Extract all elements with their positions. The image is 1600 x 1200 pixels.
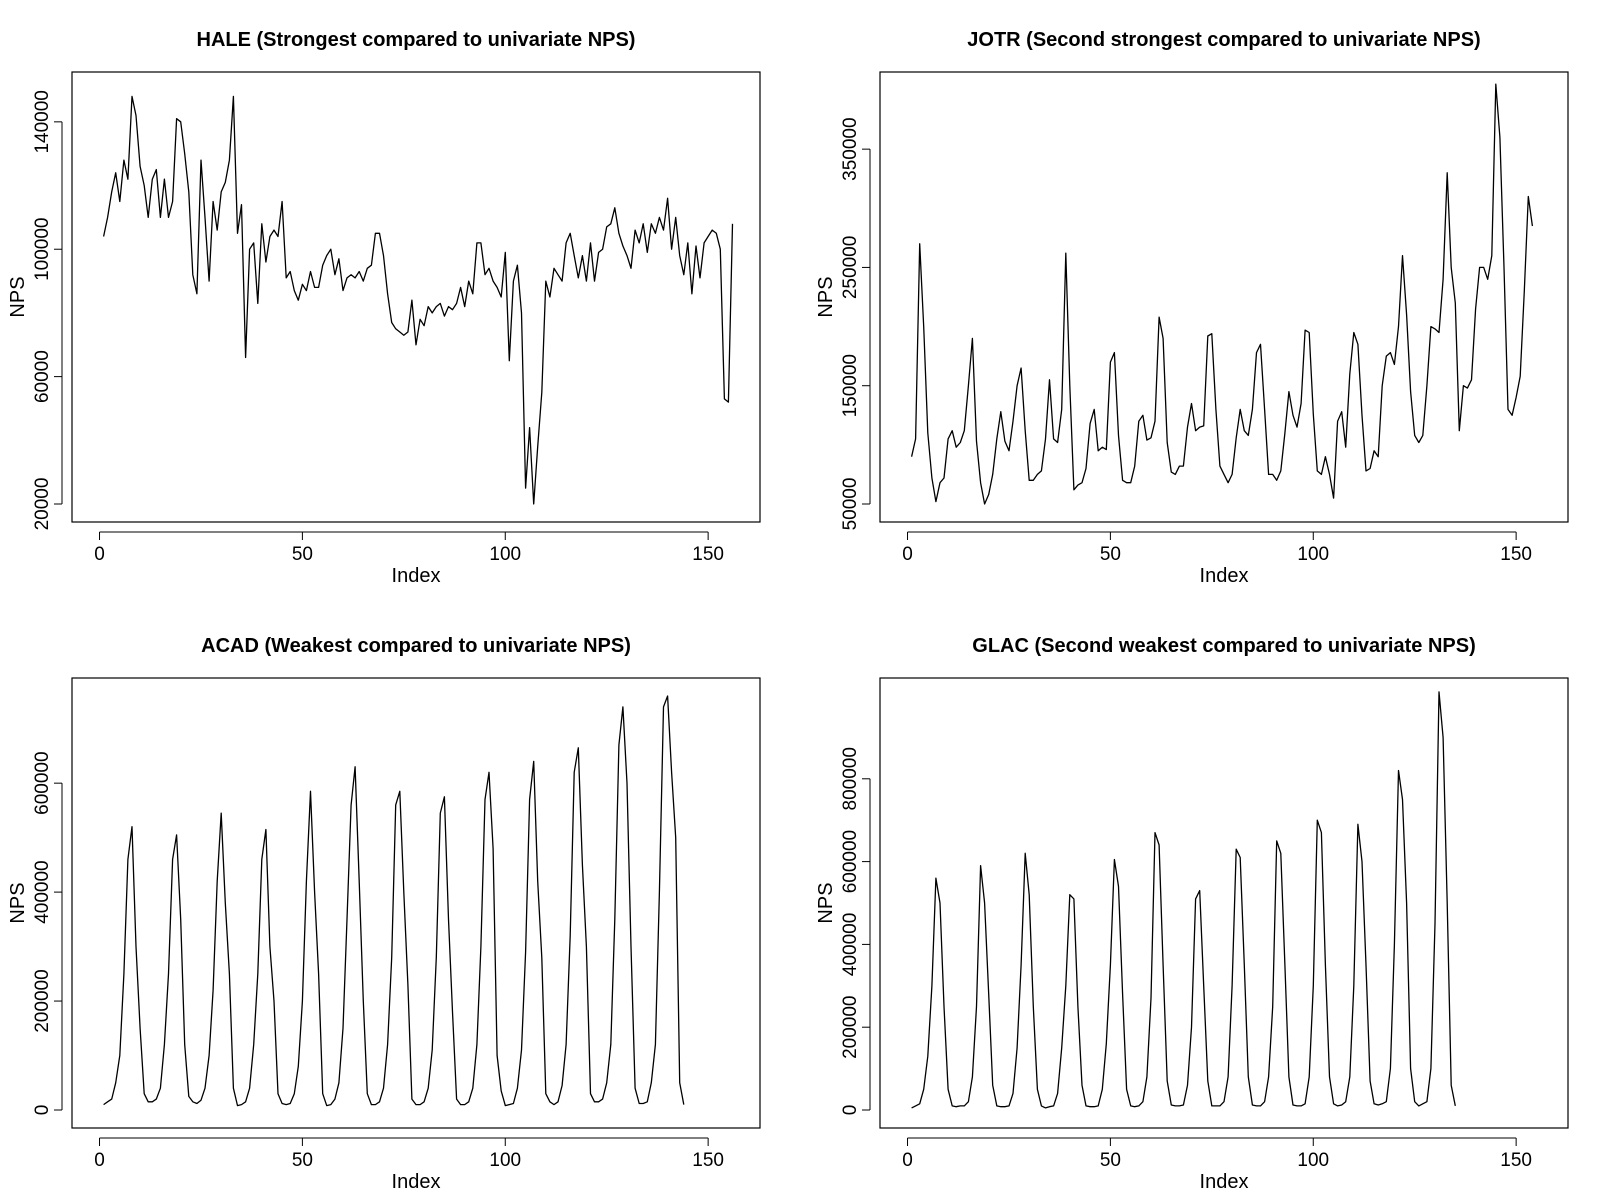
x-tick-label: 100 [489, 544, 521, 565]
x-tick-label: 50 [1100, 1150, 1121, 1171]
chart-panel-jotr: JOTR (Second strongest compared to univa… [815, 29, 1569, 587]
x-tick-label: 0 [902, 1150, 913, 1171]
x-tick-label: 150 [692, 544, 724, 565]
chart-panel-hale: HALE (Strongest compared to univariate N… [7, 29, 761, 587]
x-axis-label: Index [392, 1171, 441, 1193]
y-tick-label: 600000 [32, 751, 53, 814]
chart-title: JOTR (Second strongest compared to univa… [967, 29, 1480, 51]
y-tick-label: 250000 [840, 236, 861, 299]
y-tick-label: 0 [32, 1105, 53, 1116]
x-tick-label: 0 [902, 544, 913, 565]
y-tick-label: 200000 [32, 969, 53, 1032]
y-tick-label: 50000 [840, 478, 861, 531]
x-tick-label: 150 [1500, 1150, 1532, 1171]
chart-title: HALE (Strongest compared to univariate N… [197, 29, 636, 51]
y-tick-label: 100000 [32, 218, 53, 281]
x-tick-label: 50 [1100, 544, 1121, 565]
series-line [911, 691, 1456, 1109]
chart-title: ACAD (Weakest compared to univariate NPS… [201, 635, 631, 657]
plot-frame [879, 677, 1569, 1129]
y-axis-label: NPS [7, 276, 29, 317]
x-axis-label: Index [1200, 565, 1249, 587]
y-tick-label: 20000 [32, 478, 53, 531]
chart-panel-glac: GLAC (Second weakest compared to univari… [815, 635, 1569, 1193]
chart-title: GLAC (Second weakest compared to univari… [972, 635, 1475, 657]
x-tick-label: 100 [1297, 1150, 1329, 1171]
x-axis-label: Index [392, 565, 441, 587]
y-tick-label: 400000 [840, 913, 861, 976]
y-tick-label: 140000 [32, 90, 53, 153]
x-tick-label: 150 [1500, 544, 1532, 565]
chart-panel-acad: ACAD (Weakest compared to univariate NPS… [7, 635, 761, 1193]
x-tick-label: 0 [94, 1150, 105, 1171]
y-tick-label: 150000 [840, 354, 861, 417]
x-tick-label: 100 [489, 1150, 521, 1171]
x-tick-label: 50 [292, 1150, 313, 1171]
x-tick-label: 150 [692, 1150, 724, 1171]
y-axis-label: NPS [7, 882, 29, 923]
y-tick-label: 60000 [32, 350, 53, 403]
plot-frame [879, 71, 1569, 523]
y-tick-label: 600000 [840, 830, 861, 893]
plot-frame [71, 677, 761, 1129]
y-tick-label: 350000 [840, 117, 861, 180]
series-line [102, 95, 734, 505]
x-tick-label: 50 [292, 544, 313, 565]
series-line [910, 83, 1534, 505]
x-axis-label: Index [1200, 1171, 1249, 1193]
plot-frame [71, 71, 761, 523]
y-axis-label: NPS [815, 276, 837, 317]
y-axis-label: NPS [815, 882, 837, 923]
y-tick-label: 0 [840, 1105, 861, 1116]
y-tick-label: 400000 [32, 860, 53, 923]
series-line [103, 695, 685, 1107]
y-tick-label: 800000 [840, 747, 861, 810]
x-tick-label: 100 [1297, 544, 1329, 565]
x-tick-label: 0 [94, 544, 105, 565]
y-tick-label: 200000 [840, 995, 861, 1058]
